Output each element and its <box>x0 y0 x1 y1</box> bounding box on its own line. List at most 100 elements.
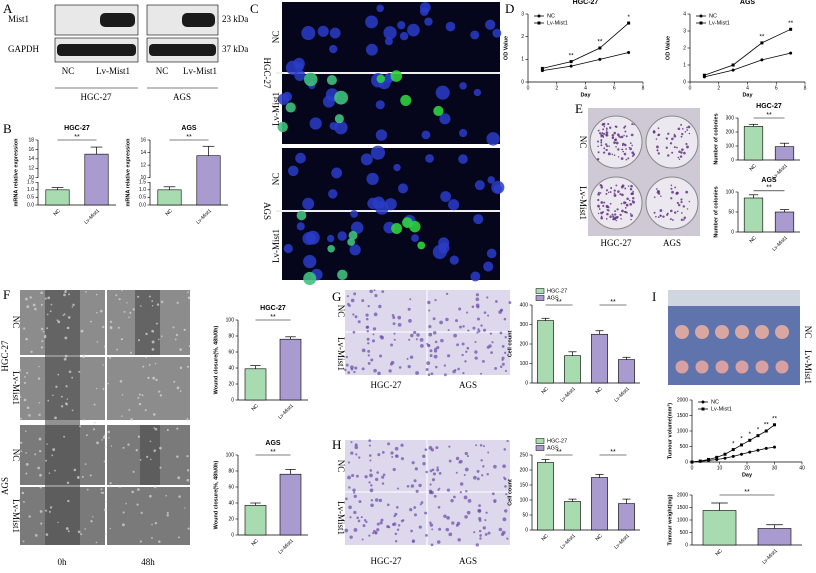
texture-dot <box>470 30 480 40</box>
texture-dot <box>72 303 75 307</box>
texture-dot <box>429 521 432 525</box>
texture-dot <box>63 293 66 297</box>
texture-dot <box>448 459 452 463</box>
texture-dot <box>472 326 476 330</box>
row-label: Lv-Mist1 <box>336 337 346 371</box>
texture-dot <box>681 148 684 152</box>
texture-dot <box>448 532 453 537</box>
texture-dot <box>600 141 603 143</box>
x-tick-label: NC <box>250 538 260 548</box>
texture-dot <box>351 473 355 478</box>
texture-dot <box>667 132 670 135</box>
texture-dot <box>95 293 98 296</box>
legend-marker <box>537 21 541 25</box>
texture-dot <box>674 186 677 189</box>
texture-dot <box>108 356 112 359</box>
texture-dot <box>605 143 608 146</box>
legend-marker <box>699 14 703 18</box>
texture-dot <box>56 319 59 322</box>
texture-dot <box>23 327 26 330</box>
col-label: AGS <box>459 380 477 390</box>
texture-dot <box>446 354 451 358</box>
texture-dot <box>65 527 69 530</box>
texture-dot <box>368 444 371 447</box>
texture-dot <box>665 146 668 149</box>
texture-dot <box>151 329 155 333</box>
texture-dot <box>127 443 130 446</box>
texture-dot <box>676 201 679 205</box>
y-tick-label: 0.5 <box>139 195 146 201</box>
texture-dot <box>390 70 403 82</box>
y-tick-label: 0 <box>685 542 688 548</box>
texture-dot <box>156 303 160 306</box>
significance-label: ** <box>597 39 603 46</box>
texture-dot <box>682 205 686 208</box>
texture-dot <box>62 314 64 317</box>
texture-dot <box>473 214 484 225</box>
texture-dot <box>362 524 366 528</box>
texture-dot <box>482 445 485 448</box>
texture-dot <box>367 349 371 353</box>
texture-dot <box>474 356 478 360</box>
blot-band <box>57 44 136 56</box>
texture-dot <box>48 510 51 513</box>
texture-dot <box>367 197 379 210</box>
ruler <box>668 290 800 306</box>
texture-dot <box>46 443 48 445</box>
blot-band <box>100 13 135 27</box>
texture-dot <box>607 191 610 194</box>
texture-dot <box>305 230 320 245</box>
texture-dot <box>501 358 504 361</box>
texture-dot <box>40 522 43 525</box>
texture-dot <box>675 191 679 195</box>
texture-dot <box>475 444 478 447</box>
lane-label: NC <box>62 66 75 76</box>
texture-dot <box>406 357 409 360</box>
texture-dot <box>152 376 156 380</box>
bar <box>591 477 608 531</box>
y-tick-label: 100 <box>520 497 529 503</box>
x-tick-label: 6 <box>613 85 616 91</box>
texture-dot <box>445 317 449 322</box>
texture-dot <box>176 455 179 458</box>
texture-dot <box>26 406 30 410</box>
texture-dot <box>627 157 630 160</box>
texture-dot <box>673 211 677 214</box>
texture-dot <box>353 510 357 515</box>
x-tick-label: 2 <box>717 85 720 91</box>
texture-dot <box>450 498 454 503</box>
texture-dot <box>96 441 99 445</box>
texture-dot <box>366 337 370 341</box>
texture-dot <box>396 528 400 531</box>
texture-dot <box>145 332 148 336</box>
texture-dot <box>679 155 683 158</box>
texture-dot <box>505 493 508 496</box>
plate <box>645 115 699 169</box>
texture-dot <box>367 361 371 365</box>
texture-dot <box>483 261 494 272</box>
texture-dot <box>494 366 498 370</box>
texture-dot <box>96 311 98 314</box>
texture-dot <box>623 201 626 205</box>
texture-dot <box>354 443 358 447</box>
texture-dot <box>433 349 438 353</box>
texture-dot <box>656 145 659 149</box>
tumor <box>755 360 769 374</box>
texture-dot <box>506 537 509 540</box>
texture-dot <box>370 145 386 160</box>
texture-dot <box>409 298 412 301</box>
texture-dot <box>347 238 356 246</box>
texture-dot <box>139 459 142 461</box>
texture-dot <box>629 142 632 145</box>
texture-dot <box>475 543 479 547</box>
texture-dot <box>153 449 157 452</box>
texture-dot <box>465 350 468 353</box>
y-tick-label: 60 <box>228 349 234 355</box>
texture-dot <box>598 132 602 135</box>
tumor <box>695 360 709 374</box>
texture-dot <box>109 326 113 330</box>
texture-dot <box>487 451 490 454</box>
texture-dot <box>631 144 633 147</box>
texture-dot <box>140 511 143 515</box>
y-axis-label: Number of colonies <box>713 113 719 164</box>
